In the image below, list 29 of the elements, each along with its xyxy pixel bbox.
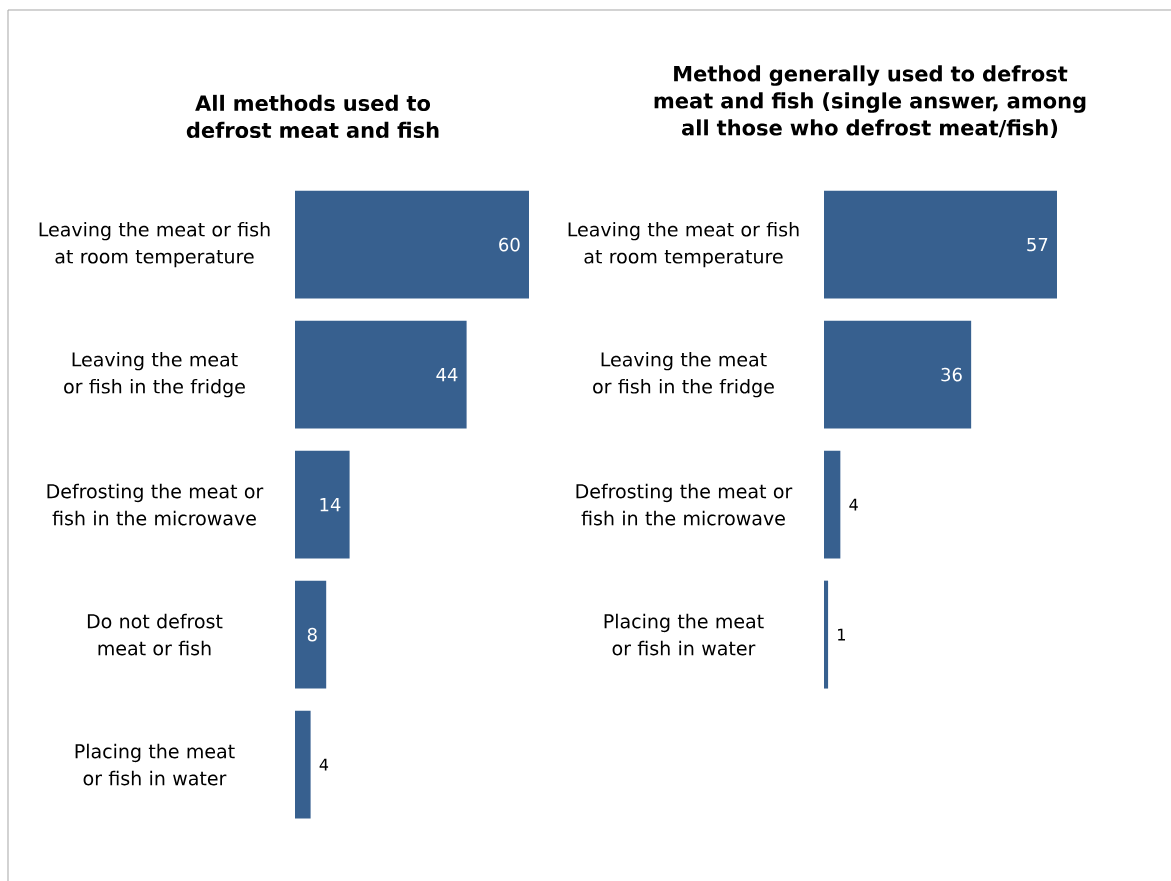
y-tick-label: Leaving the meat or fish in the fridge [593, 351, 774, 398]
y-tick-label: Defrosting the meat or fish in the microwave [576, 483, 793, 526]
data-label: 60 [499, 237, 520, 252]
y-tick-label: Placing the meat or fish in water [75, 743, 235, 786]
bar [295, 190, 529, 299]
y-tick-label: Leaving the meat or fish at room temperature [39, 221, 270, 268]
bar [295, 320, 467, 429]
chart-title: Method generally used to defrost meat and fish (single answer, among all those who defrost meat/fish) [654, 65, 1086, 139]
data-label: 4 [849, 498, 858, 511]
y-tick-label: Do not defrost meat or fish [87, 613, 223, 656]
y-tick-label: Leaving the meat or fish at room temperature [568, 221, 799, 268]
data-label: 57 [1027, 237, 1048, 252]
data-label: 44 [436, 368, 458, 382]
chart-title: All methods used to defrost meat and fish [186, 94, 439, 139]
data-label: 36 [941, 367, 962, 382]
bar [824, 450, 841, 559]
bar [295, 580, 327, 689]
y-tick-label: Placing the meat or fish in water [604, 613, 764, 656]
bar [824, 580, 829, 689]
data-label: 1 [838, 628, 845, 641]
y-tick-label: Defrosting the meat or fish in the microwave [47, 483, 264, 526]
bar [824, 190, 1057, 299]
bar [824, 320, 972, 429]
bar [295, 450, 350, 559]
data-label: 14 [320, 498, 341, 512]
y-tick-label: Leaving the meat or fish in the fridge [64, 351, 245, 398]
data-label: 8 [307, 627, 317, 642]
bar [295, 710, 311, 819]
data-label: 4 [319, 758, 329, 771]
